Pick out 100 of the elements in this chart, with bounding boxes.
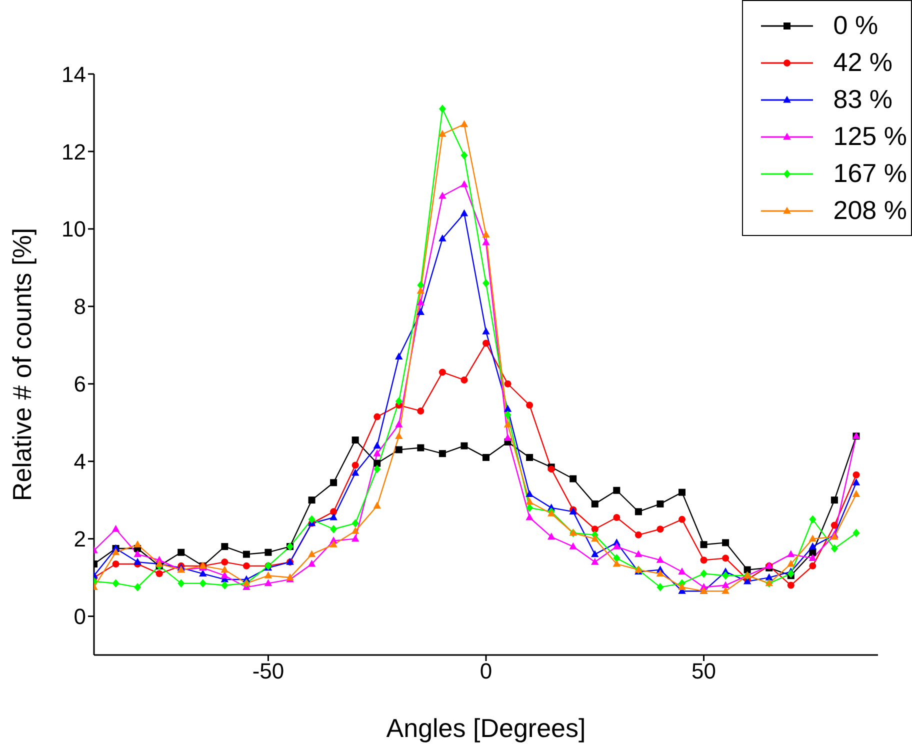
point	[656, 556, 664, 563]
point	[178, 548, 185, 556]
point	[613, 514, 620, 521]
point	[460, 120, 468, 128]
y-axis-title: Relative # of counts [%]	[7, 228, 38, 502]
point	[330, 524, 338, 534]
point	[156, 570, 163, 578]
point	[634, 531, 642, 538]
point	[722, 571, 730, 580]
point	[264, 571, 272, 578]
x-tick-label: 50	[692, 658, 716, 684]
legend-label: 42 %	[833, 47, 893, 78]
point	[112, 579, 120, 588]
point	[700, 569, 708, 578]
point	[591, 526, 598, 533]
point	[852, 471, 860, 478]
point	[330, 479, 338, 486]
point	[504, 420, 512, 428]
point	[242, 550, 250, 558]
point	[809, 515, 816, 524]
point	[678, 568, 686, 575]
point	[700, 556, 708, 564]
x-tick-label: -50	[252, 658, 284, 684]
point	[395, 420, 403, 428]
y-tick-label: 2	[74, 526, 86, 552]
point	[612, 560, 621, 567]
y-tick-label: 10	[62, 216, 86, 242]
point	[722, 581, 730, 588]
point	[482, 278, 490, 288]
legend-label: 167 %	[833, 158, 907, 189]
point	[330, 513, 338, 520]
point	[352, 462, 359, 469]
y-tick-label: 12	[62, 139, 86, 164]
point	[352, 519, 359, 528]
point	[221, 558, 228, 566]
point	[373, 449, 381, 456]
point	[808, 542, 817, 550]
point	[374, 460, 381, 467]
point	[482, 340, 490, 347]
point	[220, 566, 229, 573]
point	[112, 560, 120, 568]
legend-label: 83 %	[833, 84, 893, 115]
point	[417, 280, 424, 290]
point	[809, 562, 816, 570]
point	[830, 544, 838, 553]
point	[112, 524, 120, 532]
point	[438, 130, 446, 137]
point	[634, 508, 642, 516]
point	[526, 490, 534, 498]
point	[613, 486, 620, 494]
point	[221, 581, 228, 590]
point	[395, 432, 403, 439]
point	[656, 526, 664, 533]
point	[330, 508, 338, 516]
point	[656, 583, 664, 592]
point	[373, 502, 381, 509]
point	[330, 540, 338, 548]
point	[460, 442, 468, 450]
point	[438, 192, 446, 199]
point	[308, 496, 316, 504]
point	[612, 542, 621, 550]
point	[569, 542, 577, 550]
point	[526, 402, 534, 409]
point	[416, 308, 425, 316]
point	[852, 478, 860, 486]
point	[374, 413, 381, 420]
point	[656, 569, 664, 576]
point	[460, 209, 468, 216]
point	[374, 464, 381, 474]
point	[351, 534, 360, 542]
point	[242, 562, 250, 570]
point	[395, 352, 403, 360]
legend-label: 0 %	[833, 10, 878, 41]
point	[221, 543, 228, 550]
point	[504, 434, 512, 441]
point	[613, 554, 620, 562]
point	[808, 554, 817, 561]
point	[787, 569, 794, 578]
point	[460, 180, 468, 188]
point	[591, 534, 599, 542]
point	[417, 407, 424, 414]
point	[787, 550, 795, 558]
point	[591, 550, 599, 558]
point	[395, 397, 402, 406]
point	[482, 230, 490, 238]
y-tick-label: 4	[74, 449, 86, 474]
point	[460, 151, 468, 160]
point	[744, 566, 751, 574]
y-tick-label: 8	[74, 294, 86, 320]
point	[438, 234, 446, 242]
point	[787, 560, 795, 567]
point	[308, 550, 316, 558]
point	[656, 500, 664, 508]
legend-label: 125 %	[833, 121, 907, 152]
point	[178, 579, 185, 588]
point	[134, 583, 142, 592]
x-tick-label: 0	[480, 658, 492, 684]
point	[678, 583, 686, 590]
point	[112, 548, 120, 556]
point	[591, 558, 599, 565]
